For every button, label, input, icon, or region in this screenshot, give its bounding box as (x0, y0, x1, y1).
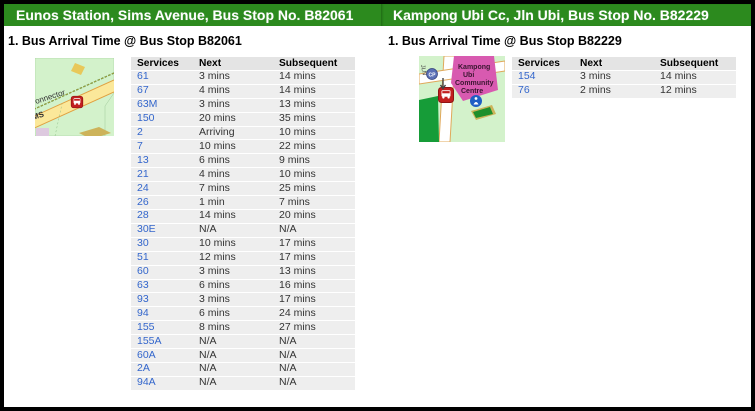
svg-text:Community: Community (455, 80, 494, 87)
svg-text:Centre: Centre (461, 88, 483, 95)
svg-text:Kampong: Kampong (458, 64, 490, 71)
svg-text:Ubi: Ubi (463, 72, 474, 79)
svg-text:CP: CP (429, 72, 437, 78)
